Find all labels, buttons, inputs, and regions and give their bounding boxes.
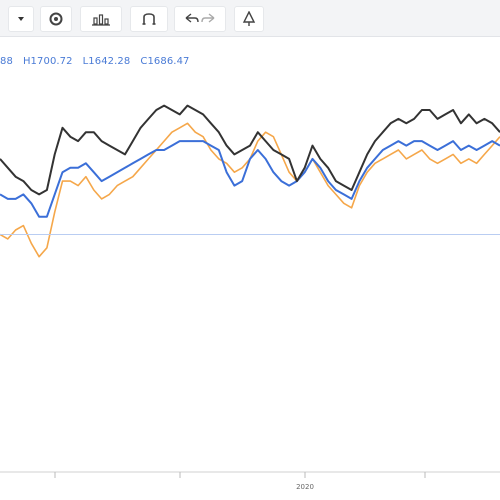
bar-chart-icon <box>92 14 110 26</box>
series-line-1 <box>0 140 500 218</box>
magnet-icon <box>142 13 156 25</box>
series-layer <box>0 104 500 258</box>
undo-redo-button[interactable] <box>174 6 226 32</box>
ohlc-legend: 88 H1700.72 L1642.28 C1686.47 <box>0 54 190 68</box>
fullscreen-button[interactable] <box>234 6 264 32</box>
indicators-button[interactable] <box>80 6 122 32</box>
caret-down-icon <box>18 17 24 21</box>
ohlc-high: H1700.72 <box>22 55 73 67</box>
dropdown-button[interactable] <box>8 6 34 32</box>
tree-icon <box>242 11 256 26</box>
compare-button[interactable] <box>130 6 168 32</box>
ohlc-close: C1686.47 <box>140 55 190 67</box>
settings-button[interactable] <box>40 6 72 32</box>
ohlc-open: 88 <box>0 55 13 67</box>
x-axis-ticks: 2020 <box>54 472 426 491</box>
x-tick-label-0: 2020 <box>296 483 314 491</box>
series-line-0 <box>0 104 500 196</box>
undo-icon <box>185 13 215 23</box>
gear-icon <box>49 12 63 26</box>
chart-toolbar <box>0 0 500 37</box>
ohlc-low: L1642.28 <box>82 55 131 67</box>
